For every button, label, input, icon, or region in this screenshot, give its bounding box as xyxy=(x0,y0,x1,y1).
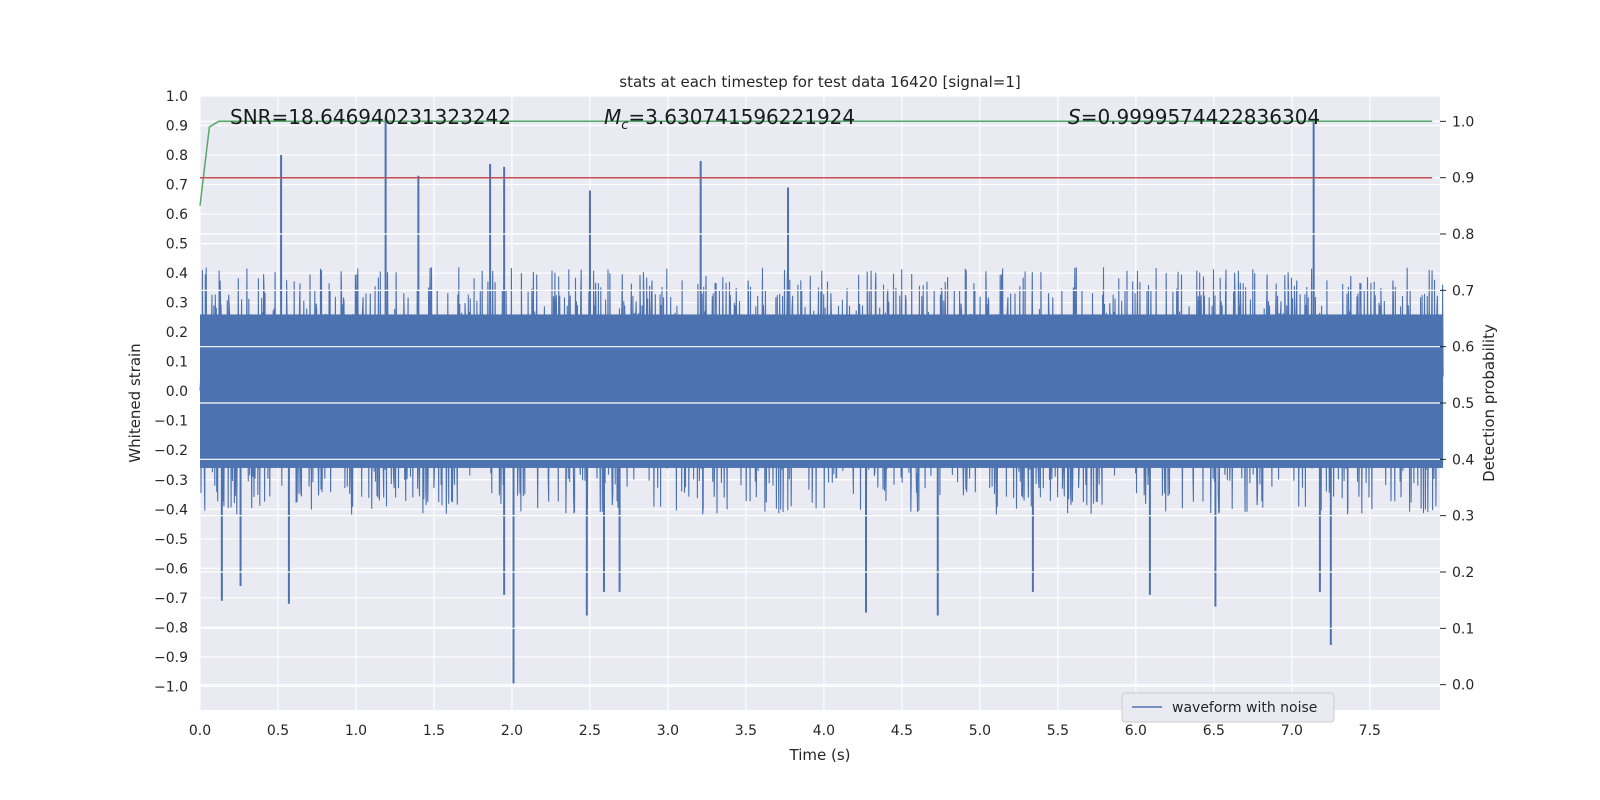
y-tick-label: 0.2 xyxy=(166,325,188,341)
y2-tick-label: 0.5 xyxy=(1452,396,1474,412)
mc-value: =3.630741596221924 xyxy=(628,105,855,129)
waveform-series xyxy=(199,116,1444,686)
legend-label: waveform with noise xyxy=(1172,700,1317,716)
y2-tick-label: 0.6 xyxy=(1452,340,1474,356)
x-tick-label: 6.5 xyxy=(1203,723,1225,739)
x-tick-label: 4.5 xyxy=(891,723,913,739)
y2-tick-label: 0.7 xyxy=(1452,283,1474,299)
y2-tick-label: 0.4 xyxy=(1452,452,1474,468)
x-tick-label: 3.0 xyxy=(657,723,679,739)
legend-box xyxy=(1121,692,1335,723)
s-value: =0.9999574422836304 xyxy=(1081,105,1320,129)
legend: waveform with noise xyxy=(1121,692,1335,723)
y2-tick-label: 0.8 xyxy=(1452,227,1474,243)
x-tick-label: 1.5 xyxy=(423,723,445,739)
y-tick-label: 0.4 xyxy=(166,266,188,282)
y-tick-label: 0.5 xyxy=(166,237,188,253)
s-symbol: S xyxy=(1068,105,1081,129)
snr-stat: SNR=18.646940231323242 xyxy=(230,105,511,129)
s-stat: S=0.9999574422836304 xyxy=(1068,105,1320,129)
x-tick-label: 0.5 xyxy=(267,723,289,739)
y2-tick-label: 1.0 xyxy=(1452,114,1474,130)
mc-subscript: c xyxy=(621,118,628,133)
y2-axis-label: Detection probability xyxy=(1480,324,1498,482)
y2-tick-label: 0.3 xyxy=(1452,509,1474,525)
y-tick-label: −0.2 xyxy=(154,443,188,459)
y-tick-label: 0.7 xyxy=(166,178,188,194)
y-tick-label: 0.1 xyxy=(166,355,188,371)
y-tick-label: 0.3 xyxy=(166,296,188,312)
x-tick-label: 4.0 xyxy=(813,723,835,739)
y-tick-label: −0.6 xyxy=(154,561,188,577)
chirp-mass-stat: Mc=3.630741596221924 xyxy=(604,105,855,133)
y-tick-label: −0.9 xyxy=(154,650,188,666)
probability-series xyxy=(199,120,1433,206)
waveform-core xyxy=(200,314,1444,468)
y-axis-label: Whitened strain xyxy=(126,343,144,462)
x-tick-label: 2.5 xyxy=(579,723,601,739)
y-tick-label: 0.6 xyxy=(166,207,188,223)
x-tick-label: 6.0 xyxy=(1125,723,1147,739)
y-tick-label: 1.0 xyxy=(166,89,188,105)
y-tick-label: −1.0 xyxy=(154,679,188,695)
mc-symbol: M xyxy=(604,105,621,129)
x-tick-label: 7.5 xyxy=(1359,723,1381,739)
y-tick-label: −0.7 xyxy=(154,591,188,607)
y-tick-label: −0.8 xyxy=(154,620,188,636)
y-tick-label: 0.0 xyxy=(166,384,188,400)
x-tick-label: 3.5 xyxy=(735,723,757,739)
y-tick-label: −0.1 xyxy=(154,414,188,430)
y-tick-label: −0.3 xyxy=(154,473,188,489)
x-axis-label: Time (s) xyxy=(789,746,851,764)
y-tick-label: 0.8 xyxy=(166,148,188,164)
chart-title: stats at each timestep for test data 164… xyxy=(619,73,1020,91)
x-tick-label: 5.0 xyxy=(969,723,991,739)
x-tick-label: 0.0 xyxy=(189,723,211,739)
ticks: 0.0 0.5 1.0 1.5 2.0 2.5 3.0 3.5 4.0 4.5 5.0 5.5 6.0 6… xyxy=(154,89,1474,739)
y2-tick-label: 0.2 xyxy=(1452,565,1474,581)
x-tick-label: 5.5 xyxy=(1047,723,1069,739)
x-tick-label: 1.0 xyxy=(345,723,367,739)
detection-probability-line xyxy=(199,120,1433,206)
y-tick-label: 0.9 xyxy=(166,119,188,135)
y-tick-label: −0.4 xyxy=(154,502,188,518)
x-tick-label: 2.0 xyxy=(501,723,523,739)
x-tick-label: 7.0 xyxy=(1281,723,1303,739)
y2-tick-label: 0.0 xyxy=(1452,678,1474,694)
y2-tick-label: 0.1 xyxy=(1452,621,1474,637)
y-tick-label: −0.5 xyxy=(154,532,188,548)
y2-tick-label: 0.9 xyxy=(1452,171,1474,187)
